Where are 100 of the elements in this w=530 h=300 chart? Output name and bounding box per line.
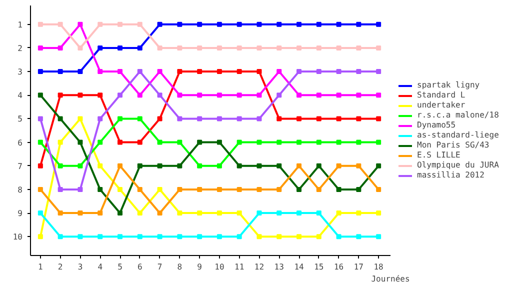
point — [236, 186, 242, 192]
point — [316, 116, 322, 122]
y-tick-label: 8 — [18, 185, 23, 194]
point — [157, 22, 162, 27]
point — [376, 163, 382, 168]
point — [216, 210, 222, 216]
point — [58, 22, 63, 27]
y-tick-label: 3 — [18, 68, 23, 77]
point — [296, 22, 302, 27]
y-tick-label: 9 — [18, 209, 23, 218]
y-tick-label: 1 — [18, 20, 23, 30]
legend-label: Mon Paris SG/43 — [417, 140, 490, 150]
x-tick-label: 10 — [214, 262, 224, 272]
point — [157, 163, 162, 168]
x-tick-label: 12 — [254, 262, 264, 272]
point — [336, 116, 342, 122]
point — [356, 69, 362, 74]
point — [38, 234, 43, 240]
point — [216, 45, 222, 50]
legend-label: spartak ligny — [417, 80, 480, 90]
point — [336, 163, 342, 168]
point — [216, 186, 222, 192]
point — [118, 69, 123, 74]
y-tick-label: 5 — [18, 114, 23, 124]
point — [197, 140, 202, 145]
point — [38, 140, 43, 145]
x-axis-title: Journées — [371, 274, 410, 284]
point — [197, 234, 202, 240]
point — [98, 234, 103, 240]
point — [296, 45, 302, 50]
point — [98, 163, 103, 168]
point — [38, 69, 43, 74]
point — [197, 186, 202, 192]
point — [236, 22, 242, 27]
x-tick-label: 1 — [38, 262, 44, 272]
legend-label: r.s.c.a malone/18 — [417, 110, 499, 120]
legend-label: undertaker — [417, 100, 466, 110]
point — [276, 69, 282, 74]
point — [78, 45, 83, 50]
point — [276, 234, 282, 240]
point — [157, 234, 162, 240]
point — [177, 210, 182, 216]
point — [336, 140, 342, 145]
point — [256, 210, 262, 216]
point — [356, 45, 362, 50]
point — [98, 69, 103, 74]
point — [118, 234, 123, 240]
point — [177, 163, 182, 168]
x-tick-label: 15 — [314, 262, 324, 272]
point — [316, 234, 322, 240]
point — [276, 92, 282, 98]
point — [296, 186, 302, 192]
point — [98, 45, 103, 50]
point — [336, 210, 342, 216]
point — [356, 140, 362, 145]
point — [98, 140, 103, 145]
point — [98, 116, 103, 122]
point — [316, 186, 322, 192]
point — [256, 45, 262, 50]
point — [356, 210, 362, 216]
point — [256, 92, 262, 98]
y-tick-label: 6 — [18, 138, 23, 148]
point — [157, 140, 162, 145]
point — [276, 186, 282, 192]
point — [276, 45, 282, 50]
point — [316, 92, 322, 98]
point — [296, 210, 302, 216]
point — [58, 140, 63, 145]
point — [78, 140, 83, 145]
point — [197, 210, 202, 216]
point — [38, 22, 43, 27]
point — [336, 92, 342, 98]
point — [276, 210, 282, 216]
point — [296, 140, 302, 145]
point — [316, 22, 322, 27]
point — [58, 92, 63, 98]
point — [177, 69, 182, 74]
point — [236, 45, 242, 50]
point — [157, 186, 162, 192]
x-tick-label: 3 — [78, 262, 83, 272]
point — [236, 69, 242, 74]
point — [78, 234, 83, 240]
point — [38, 163, 43, 168]
point — [58, 234, 63, 240]
point — [118, 186, 123, 192]
point — [137, 69, 142, 74]
point — [137, 92, 142, 98]
point — [197, 22, 202, 27]
x-tick-label: 2 — [58, 262, 63, 272]
point — [38, 210, 43, 216]
point — [58, 45, 63, 50]
point — [137, 45, 142, 50]
point — [216, 116, 222, 122]
x-tick-label: 9 — [197, 262, 202, 272]
point — [316, 163, 322, 168]
point — [376, 186, 382, 192]
x-tick-label: 6 — [137, 262, 142, 272]
point — [38, 116, 43, 122]
x-tick-label: 13 — [274, 262, 284, 272]
legend-label: Standard L — [417, 90, 466, 100]
